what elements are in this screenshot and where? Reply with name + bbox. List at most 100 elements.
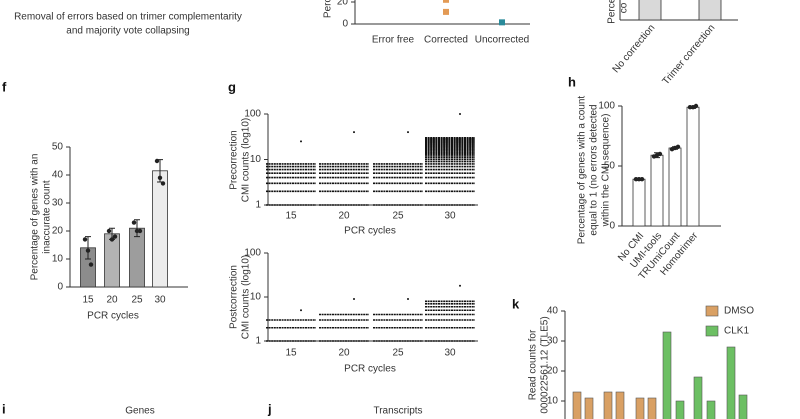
point	[157, 175, 163, 180]
panel-letter: i	[2, 401, 6, 416]
bar	[615, 391, 625, 419]
max-point	[300, 140, 302, 143]
y-axis-label: equal to 1 (no errors detected	[589, 104, 600, 235]
count-band	[319, 313, 369, 342]
x-axis-label: PCR cycles	[87, 311, 139, 322]
bar	[584, 397, 594, 419]
point	[499, 19, 505, 26]
point	[693, 103, 699, 109]
y-axis-label: Percen	[607, 0, 618, 24]
x-tick-label: 30	[154, 295, 166, 306]
caption: and majority vote collapsing	[66, 26, 189, 37]
x-axis-label: PCR cycles	[344, 364, 396, 375]
point	[657, 151, 663, 157]
bar	[104, 233, 120, 288]
y-tick-label: 50	[52, 142, 64, 153]
x-tick-label: 15	[285, 348, 297, 359]
x-tick-label: 15	[285, 211, 297, 222]
y-tick-label: 50	[604, 161, 616, 172]
x-tick-label: 30	[444, 211, 456, 222]
max-point	[459, 284, 461, 287]
bar	[698, 0, 722, 21]
bar	[603, 391, 613, 419]
x-tick-label: 25	[392, 348, 404, 359]
bar	[638, 0, 662, 21]
count-band	[319, 163, 369, 206]
y-tick-label: 0	[57, 282, 63, 293]
legend-label: DMSO	[724, 306, 754, 317]
x-tick-label: 20	[338, 348, 350, 359]
x-tick-label: 25	[131, 295, 143, 306]
y-tick-label: 10	[250, 292, 262, 303]
point	[137, 228, 143, 234]
panel-letter: h	[568, 74, 576, 89]
max-point	[407, 298, 409, 301]
y-axis-label: Percentage of genes with a count	[577, 96, 588, 245]
x-tick-label: Error free	[372, 35, 415, 46]
y-axis-label: CMI counts (log10)	[241, 255, 252, 339]
y-tick-label: 40	[52, 170, 64, 181]
y-tick-label: 20	[337, 0, 349, 8]
y-tick-label: 10	[52, 254, 64, 265]
point	[443, 8, 449, 15]
y-tick-label: 10	[250, 154, 262, 165]
panel-letter: g	[228, 79, 236, 94]
bar	[650, 154, 664, 227]
bar	[662, 331, 672, 419]
panel-letter: j	[267, 401, 272, 416]
y-axis-label: Precorrection	[229, 130, 240, 189]
error-bar	[85, 236, 91, 260]
y-axis-label: co	[619, 2, 630, 13]
x-tick-label: No correction	[611, 23, 658, 76]
y-axis-label: Percentage of genes with an	[30, 154, 41, 281]
count-band	[373, 313, 423, 342]
y-tick-label: 1	[255, 200, 261, 211]
y-tick-label: 10	[547, 396, 559, 407]
point	[82, 237, 88, 242]
y-axis-label: Postcorrection	[229, 265, 240, 329]
bar	[726, 346, 736, 419]
bar	[635, 397, 645, 419]
x-tick-label: 20	[106, 295, 118, 306]
y-axis-label: CMI counts (log10)	[241, 118, 252, 202]
bar	[738, 394, 748, 419]
y-tick-label: 100	[598, 101, 615, 112]
y-axis-label: inaccurate count	[42, 180, 53, 254]
y-tick-label: 20	[547, 366, 559, 377]
y-tick-label: 0	[342, 19, 348, 30]
count-band	[266, 163, 316, 206]
max-point	[300, 309, 302, 312]
y-axis-label: Read counts for	[528, 329, 539, 400]
x-tick-label: 15	[82, 295, 94, 306]
y-axis-label: 000022561.12 (TLE5)	[540, 316, 551, 413]
panel-letter: k	[512, 296, 520, 311]
y-tick-label: 20	[52, 226, 64, 237]
x-tick-label: Uncorrected	[475, 35, 529, 46]
y-tick-label: 100	[244, 109, 261, 120]
y-tick-label: 1	[255, 336, 261, 347]
bar	[686, 106, 700, 227]
x-tick-label: 25	[392, 211, 404, 222]
panel-title: Genes	[125, 406, 154, 417]
point	[112, 234, 118, 239]
point	[639, 177, 645, 182]
x-tick-label: 30	[444, 348, 456, 359]
x-tick-label: 20	[338, 211, 350, 222]
bar	[632, 178, 646, 227]
bar	[675, 400, 685, 419]
legend-label: CLK1	[724, 326, 749, 337]
point	[160, 181, 166, 186]
x-tick-label: Trimer correction	[661, 23, 718, 88]
point	[88, 262, 94, 267]
bar	[693, 376, 703, 419]
count-band	[373, 163, 423, 206]
point	[85, 248, 91, 253]
panel-letter: f	[2, 79, 7, 94]
bar	[647, 397, 657, 419]
error-bar	[134, 219, 140, 238]
bar	[152, 170, 168, 288]
x-tick-label: Corrected	[424, 35, 468, 46]
max-point	[459, 113, 461, 115]
legend-swatch	[705, 305, 719, 317]
